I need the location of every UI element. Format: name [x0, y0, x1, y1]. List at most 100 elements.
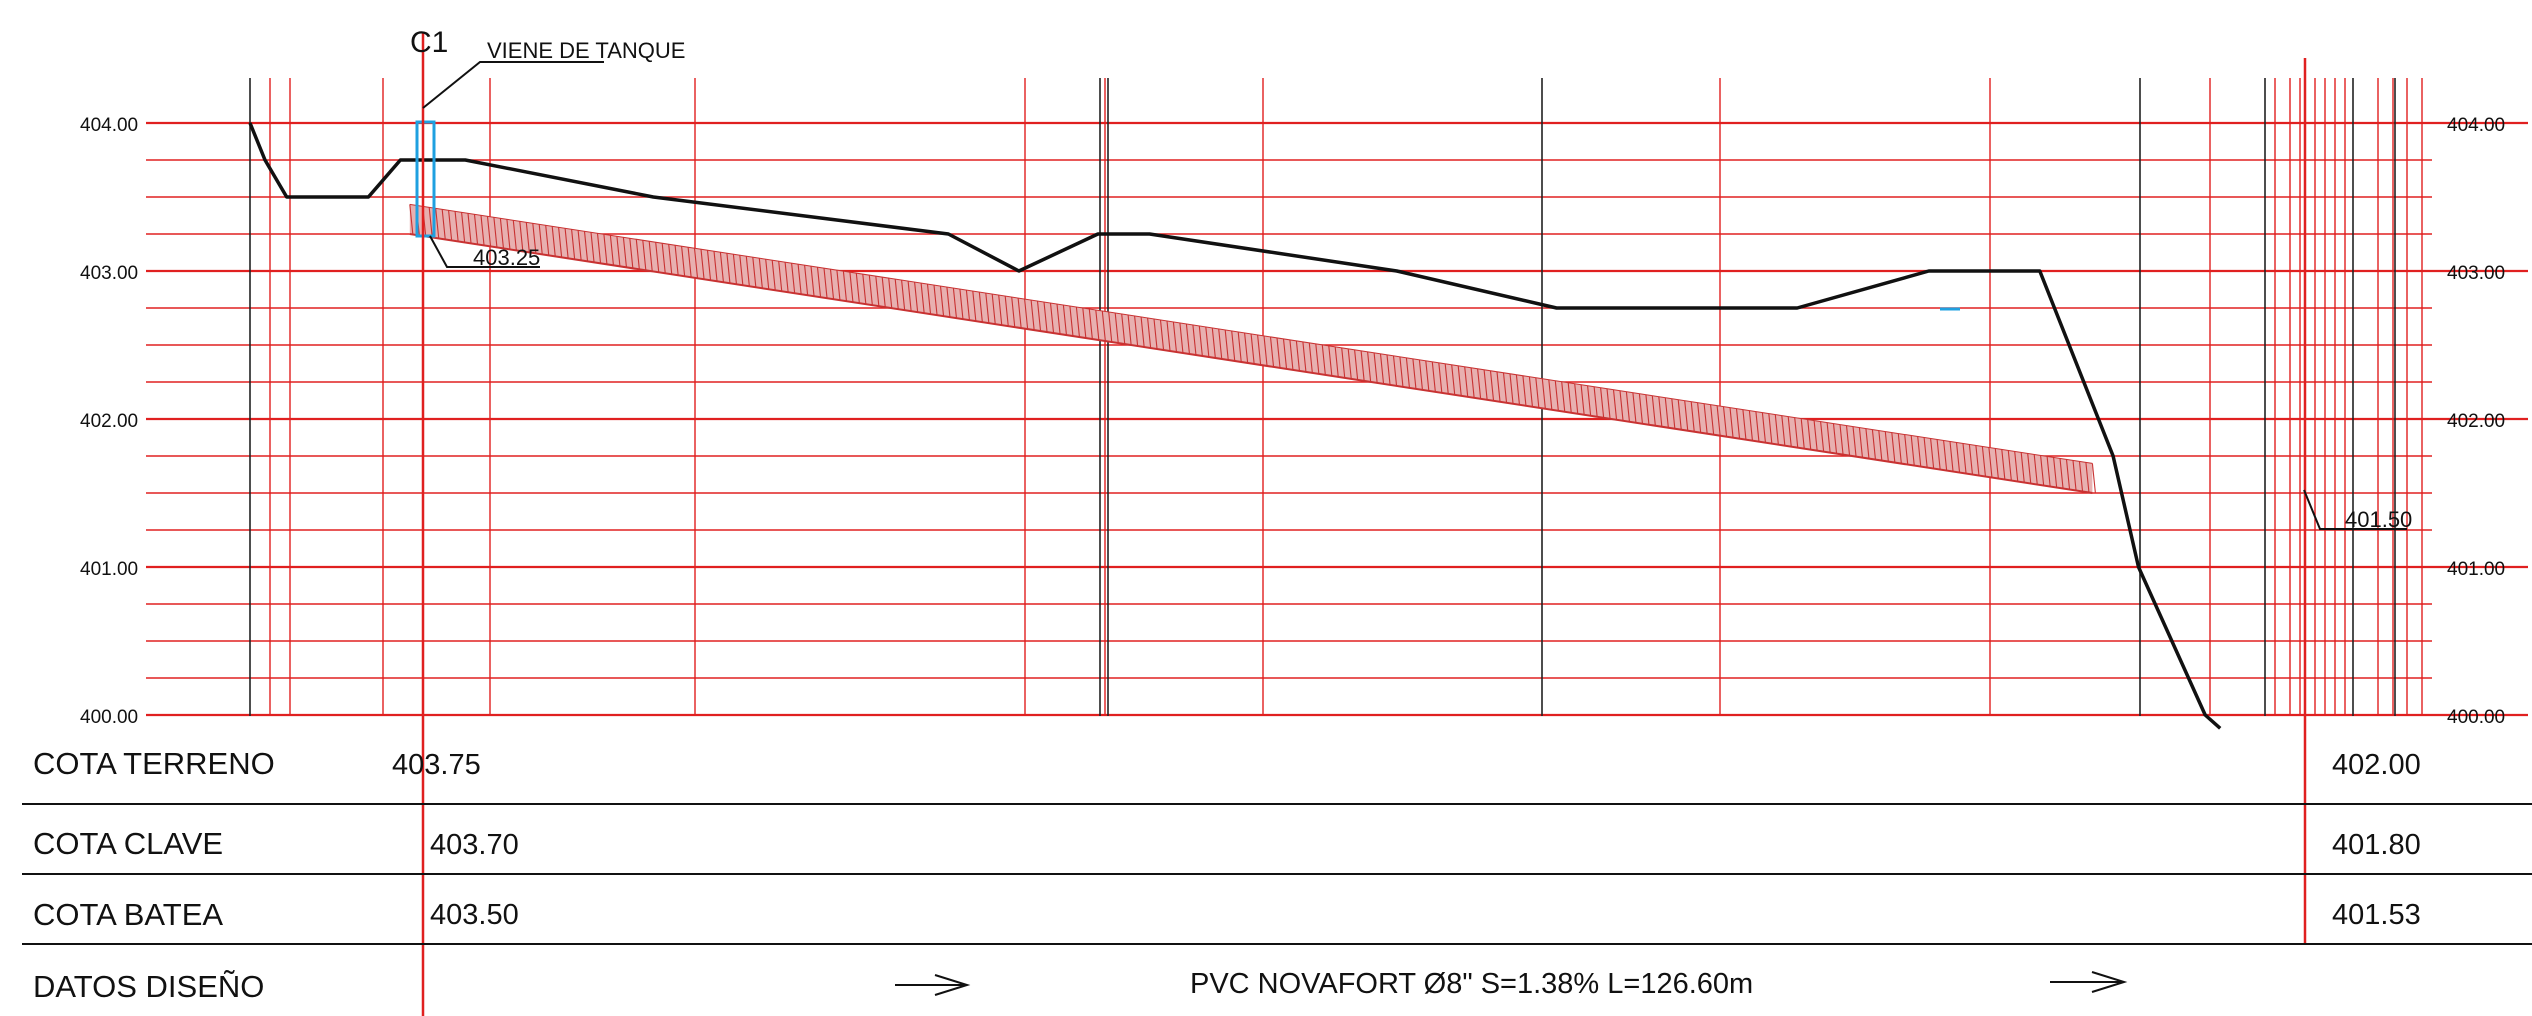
hatch-stroke — [1069, 305, 1074, 336]
hatch-stroke — [1826, 422, 1831, 453]
hatch-stroke — [435, 208, 440, 239]
hatch-stroke — [1858, 427, 1863, 458]
hatch-stroke — [868, 275, 873, 305]
hatch-stroke — [1347, 348, 1352, 379]
hatch-stroke — [1315, 343, 1320, 374]
hatch-stroke — [1302, 341, 1307, 372]
hatch-stroke — [1587, 385, 1592, 416]
hatch-stroke — [2078, 461, 2084, 492]
hatch-stroke — [1684, 400, 1689, 431]
hatch-stroke — [2020, 452, 2025, 483]
hatch-stroke — [1257, 334, 1262, 365]
hatch-stroke — [855, 273, 860, 303]
hatch-stroke — [804, 265, 809, 295]
hatch-stroke — [1522, 375, 1527, 406]
hatch-stroke — [1794, 417, 1799, 448]
hatch-stroke — [1211, 327, 1216, 358]
hatch-stroke — [1030, 299, 1035, 330]
hatch-stroke — [454, 211, 459, 242]
y-label-right: 401.00 — [2447, 559, 2505, 580]
hatch-stroke — [428, 207, 433, 238]
hatch-stroke — [1114, 312, 1119, 343]
hatch-stroke — [1981, 446, 1986, 477]
hatch-stroke — [771, 260, 776, 290]
hatch-stroke — [525, 222, 530, 252]
hatch-stroke — [732, 254, 737, 284]
hatch-stroke — [1276, 337, 1281, 368]
hatch-stroke — [1379, 353, 1385, 384]
hatch-stroke — [583, 231, 589, 261]
hatch-stroke — [1127, 314, 1132, 345]
hatch-stroke — [1088, 308, 1093, 339]
hatch-stroke — [1231, 330, 1236, 361]
hatch-stroke — [713, 251, 718, 281]
hatch-stroke — [1483, 369, 1488, 400]
hatch-stroke — [571, 229, 576, 259]
hatch-stroke — [888, 278, 893, 308]
hatch-stroke — [959, 289, 964, 319]
hatch-stroke — [1567, 382, 1572, 413]
hatch-stroke — [473, 214, 479, 245]
hatch-stroke — [2007, 450, 2012, 481]
hatch-stroke — [1153, 318, 1158, 349]
hatch-stroke — [506, 219, 511, 249]
hatch-stroke — [1619, 390, 1624, 421]
y-label-left: 403.00 — [80, 263, 138, 284]
hatch-stroke — [1891, 432, 1896, 463]
hatch-stroke — [648, 241, 653, 271]
hatch-stroke — [532, 223, 537, 253]
hatch-stroke — [1237, 331, 1242, 362]
hatch-stroke — [1917, 436, 1922, 467]
hatch-stroke — [1418, 359, 1423, 390]
hatch-stroke — [849, 272, 854, 302]
hatch-stroke — [1036, 300, 1042, 331]
hatch-stroke — [1735, 408, 1741, 439]
hatch-stroke — [519, 221, 524, 251]
hatch-stroke — [1742, 409, 1747, 440]
hatch-stroke — [674, 245, 679, 275]
hatch-stroke — [1011, 296, 1016, 327]
hatch-stroke — [2059, 458, 2064, 489]
hatch-stroke — [700, 249, 705, 279]
hatch-stroke — [1166, 320, 1171, 351]
hatch-stroke — [590, 232, 595, 262]
hatch-stroke — [1904, 434, 1909, 465]
hatch-stroke — [1722, 406, 1728, 437]
y-label-right: 404.00 — [2447, 115, 2505, 136]
hatch-stroke — [1308, 342, 1313, 373]
hatch-stroke — [1328, 345, 1333, 376]
hatch-stroke — [1561, 381, 1566, 412]
hatch-stroke — [616, 236, 621, 266]
hatch-stroke — [739, 255, 744, 285]
row-label-cota-batea: COTA BATEA — [33, 897, 223, 932]
flow-arrow-icon — [2050, 971, 2128, 993]
design-data-text: PVC NOVAFORT Ø8" S=1.38% L=126.60m — [1190, 968, 1753, 1000]
hatch-stroke — [1321, 344, 1326, 375]
hatch-stroke — [668, 244, 673, 274]
hatch-stroke — [1218, 328, 1223, 359]
hatch-stroke — [1664, 397, 1669, 428]
hatch-stroke — [681, 246, 686, 276]
hatch-stroke — [2053, 457, 2058, 488]
y-label-left: 400.00 — [80, 707, 138, 728]
hatch-stroke — [1852, 426, 1857, 457]
hatch-stroke — [1017, 297, 1022, 328]
hatch-stroke — [1489, 370, 1495, 401]
cota-clave-end: 401.80 — [2332, 829, 2421, 861]
row-label-cota-clave: COTA CLAVE — [33, 826, 223, 861]
hatch-stroke — [1606, 388, 1611, 419]
hatch-stroke — [609, 235, 614, 265]
cota-clave-start: 403.70 — [430, 829, 519, 861]
hatch-stroke — [1884, 431, 1889, 462]
hatch-stroke — [1464, 366, 1469, 397]
hatch-stroke — [1897, 433, 1902, 464]
hatch-stroke — [1185, 323, 1190, 354]
hatch-stroke — [1677, 399, 1682, 430]
hatch-stroke — [946, 287, 951, 317]
hatch-stroke — [1399, 356, 1404, 387]
flow-arrow-icon — [895, 974, 971, 996]
hatch-stroke — [1755, 411, 1760, 442]
hatch-stroke — [622, 237, 627, 267]
hatch-stroke — [655, 242, 660, 272]
